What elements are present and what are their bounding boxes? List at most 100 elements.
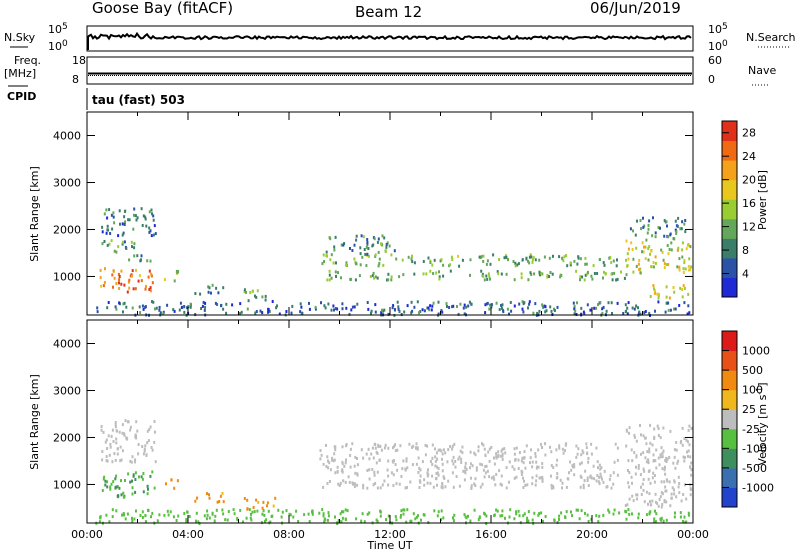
scatter-cell	[677, 216, 680, 220]
scatter-cell	[665, 220, 668, 224]
scatter-cell	[682, 455, 685, 459]
scatter-cell	[400, 509, 403, 513]
scatter-cell	[329, 237, 332, 241]
scatter-cell	[203, 308, 206, 312]
scatter-cell	[490, 445, 493, 449]
scatter-cell	[141, 304, 144, 308]
scatter-cell	[133, 207, 136, 211]
scatter-cell	[173, 486, 176, 490]
scatter-cell	[465, 516, 468, 520]
scatter-cell	[105, 231, 108, 235]
scatter-cell	[217, 291, 220, 295]
scatter-cell	[657, 434, 660, 437]
scatter-cell	[524, 483, 527, 487]
scatter-cell	[402, 459, 405, 463]
scatter-cell	[137, 452, 140, 456]
scatter-cell	[632, 229, 634, 233]
scatter-cell	[122, 240, 124, 244]
scatter-cell	[689, 455, 692, 459]
scatter-cell	[562, 451, 565, 455]
scatter-cell	[673, 488, 675, 492]
scatter-cell	[442, 516, 445, 520]
scatter-cell	[261, 506, 264, 510]
scatter-cell	[523, 450, 526, 454]
scatter-cell	[327, 466, 330, 470]
scatter-cell	[243, 290, 246, 294]
scatter-cell	[352, 482, 355, 485]
scatter-cell	[104, 267, 106, 271]
scatter-cell	[113, 452, 116, 456]
scatter-cell	[416, 447, 419, 451]
scatter-cell	[114, 423, 117, 427]
scatter-cell	[419, 468, 422, 472]
scatter-cell	[177, 514, 180, 518]
velocity-panel-frame	[86, 319, 694, 524]
scatter-cell	[372, 483, 375, 487]
scatter-cell	[145, 284, 147, 288]
scatter-cell	[261, 311, 264, 315]
scatter-cell	[215, 508, 218, 512]
scatter-cell	[374, 482, 377, 485]
scatter-cell	[208, 286, 211, 290]
scatter-cell	[446, 305, 448, 308]
scatter-cell	[131, 269, 134, 273]
scatter-cell	[112, 211, 115, 215]
scatter-cell	[153, 486, 156, 490]
scatter-cell	[419, 474, 422, 478]
scatter-cell	[423, 513, 426, 517]
scatter-cell	[303, 513, 306, 517]
scatter-cell	[613, 271, 616, 275]
scatter-cell	[103, 240, 106, 243]
scatter-cell	[637, 466, 640, 470]
scatter-cell	[370, 311, 372, 315]
scatter-cell	[665, 478, 668, 482]
scatter-cell	[647, 470, 650, 473]
scatter-cell	[219, 494, 222, 498]
scatter-cell	[582, 483, 585, 487]
scatter-cell	[541, 478, 544, 482]
scatter-cell	[538, 309, 541, 313]
scatter-cell	[656, 292, 659, 296]
scatter-cell	[140, 207, 143, 211]
scatter-cell	[152, 214, 155, 218]
scatter-cell	[449, 263, 452, 267]
scatter-cell	[299, 310, 302, 314]
power-colorbar-tick-label: 20	[742, 174, 756, 187]
scatter-cell	[200, 307, 203, 310]
scatter-cell	[666, 224, 668, 228]
scatter-cell	[411, 260, 414, 264]
scatter-cell	[386, 468, 389, 472]
scatter-cell	[638, 258, 641, 262]
scatter-cell	[236, 517, 239, 521]
scatter-cell	[578, 517, 581, 521]
scatter-cell	[603, 270, 605, 274]
scatter-cell	[648, 219, 651, 223]
scatter-cell	[663, 219, 666, 223]
scatter-cell	[425, 272, 428, 276]
scatter-cell	[207, 290, 210, 294]
nsky-label: N.Sky	[4, 31, 36, 44]
scatter-cell	[127, 280, 130, 284]
scatter-cell	[326, 518, 329, 522]
scatter-cell	[559, 275, 562, 279]
scatter-cell	[642, 467, 645, 471]
scatter-cell	[677, 459, 680, 463]
scatter-cell	[285, 310, 288, 313]
scatter-cell	[650, 265, 653, 269]
scatter-cell	[431, 456, 434, 460]
scatter-cell	[438, 270, 440, 274]
scatter-cell	[673, 515, 676, 519]
scatter-cell	[576, 508, 579, 512]
scatter-cell	[452, 516, 454, 520]
scatter-cell	[124, 479, 126, 482]
scatter-cell	[506, 307, 509, 311]
scatter-cell	[146, 441, 149, 445]
scatter-cell	[374, 303, 377, 307]
scatter-cell	[214, 301, 217, 305]
scatter-cell	[480, 269, 483, 273]
scatter-cell	[203, 514, 206, 518]
scatter-cell	[654, 492, 657, 496]
scatter-cell	[376, 240, 379, 244]
scatter-cell	[601, 477, 603, 481]
scatter-cell	[670, 248, 673, 252]
